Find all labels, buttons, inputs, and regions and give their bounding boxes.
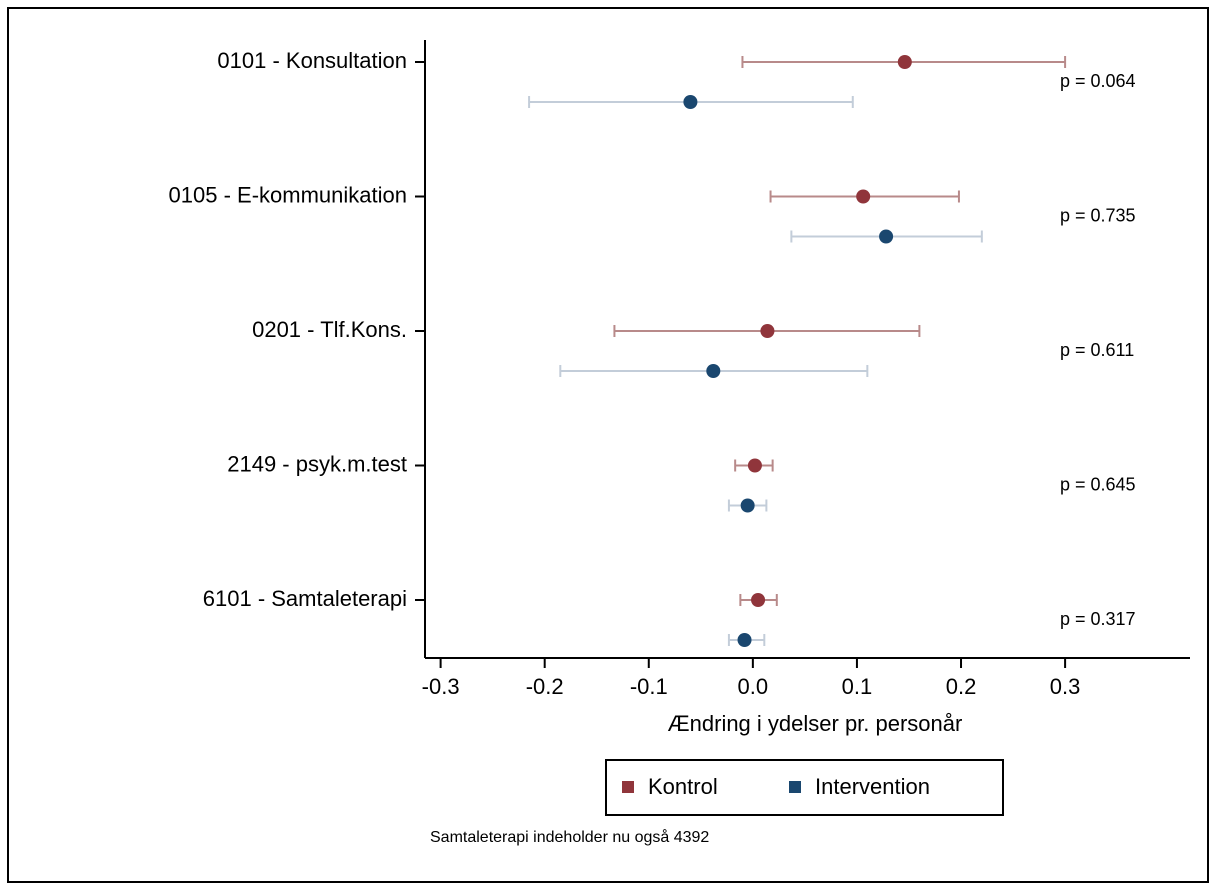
point	[747, 458, 762, 473]
p-value: p = 0.064	[1060, 71, 1136, 91]
p-value: p = 0.317	[1060, 609, 1136, 629]
point	[856, 189, 871, 204]
y-tick-label: 0105 - E-kommunikation	[169, 182, 407, 207]
point	[683, 95, 698, 109]
legend-marker	[789, 781, 801, 793]
x-tick-label: -0.2	[526, 674, 564, 699]
point	[897, 55, 912, 69]
p-value: p = 0.611	[1060, 340, 1134, 360]
x-axis-title: Ændring i ydelser pr. personår	[668, 711, 963, 736]
footnote: Samtaleterapi indeholder nu også 4392	[430, 828, 709, 846]
x-tick-label: -0.3	[422, 674, 460, 699]
legend-box	[605, 759, 1004, 816]
x-tick-label: 0.1	[842, 674, 873, 699]
x-tick-label: 0.0	[738, 674, 769, 699]
legend-label: Kontrol	[648, 774, 718, 799]
point	[879, 229, 894, 244]
y-tick-label: 2149 - psyk.m.test	[227, 451, 407, 476]
y-tick-label: 6101 - Samtaleterapi	[203, 586, 407, 611]
p-value: p = 0.645	[1060, 474, 1136, 494]
y-tick-label: 0101 - Konsultation	[217, 48, 407, 73]
point	[737, 633, 752, 647]
legend-label: Intervention	[815, 774, 930, 799]
point	[706, 364, 721, 378]
y-tick-label: 0201 - Tlf.Kons.	[252, 317, 407, 342]
x-tick-label: -0.1	[630, 674, 668, 699]
frame	[7, 7, 1209, 883]
point	[740, 498, 755, 513]
x-tick-label: 0.3	[1050, 674, 1081, 699]
point	[751, 593, 766, 607]
legend-marker	[622, 781, 634, 793]
p-value: p = 0.735	[1060, 205, 1136, 225]
x-tick-label: 0.2	[946, 674, 977, 699]
point	[760, 324, 775, 338]
